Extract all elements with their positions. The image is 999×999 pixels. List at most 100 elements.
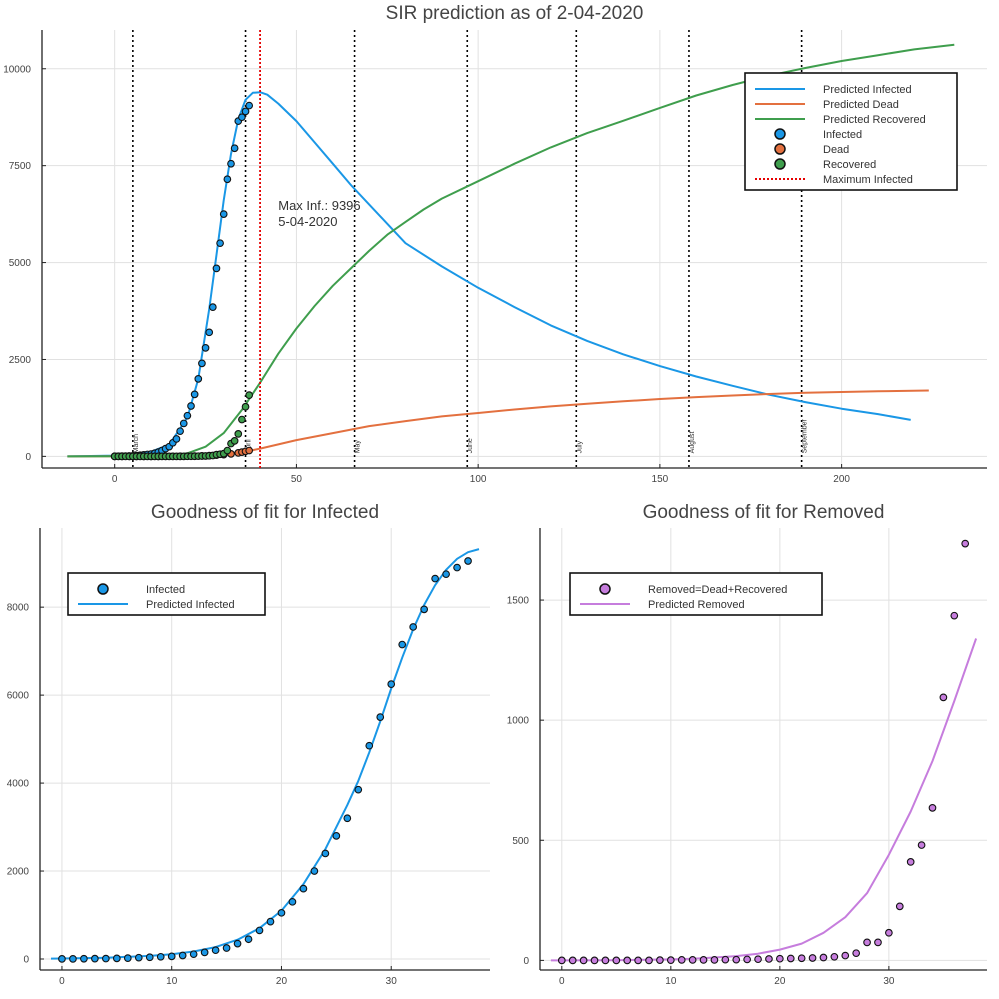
max-infected-date: 5-04-2020 [278, 214, 337, 229]
data-point [677, 956, 686, 964]
chart-title: Goodness of fit for Infected [151, 502, 379, 523]
data-point [310, 867, 319, 875]
data-point [808, 954, 817, 962]
data-point [710, 956, 719, 964]
x-tick-label: 0 [59, 976, 65, 987]
data-point [442, 570, 450, 579]
data-point [387, 680, 396, 688]
data-point [219, 210, 228, 218]
y-tick-label: 0 [23, 955, 29, 966]
y-tick-label: 5000 [9, 258, 32, 269]
data-point [623, 956, 632, 965]
data-point [590, 956, 599, 965]
data-point [841, 951, 850, 960]
data-point [216, 239, 224, 248]
data-point [754, 955, 762, 964]
legend: Predicted Infected Predicted Dead Predicte… [744, 72, 958, 191]
data-point [69, 955, 77, 963]
data-point [212, 264, 221, 273]
x-tick-label: 30 [883, 976, 895, 987]
month-label: June [467, 438, 474, 453]
legend-label: Maximum Infected [823, 174, 913, 186]
data-point [200, 948, 209, 957]
x-tick-label: 150 [652, 474, 669, 485]
data-point [102, 954, 110, 963]
legend: Removed=Dead+Recovered Predicted Removed [569, 572, 823, 616]
data-point [376, 713, 385, 721]
y-tick-label: 500 [512, 836, 529, 847]
data-point [80, 954, 88, 963]
data-point [244, 935, 253, 944]
data-point [557, 956, 566, 965]
y-tick-label: 0 [523, 956, 529, 967]
series-points-0 [557, 539, 970, 965]
data-point [238, 415, 246, 424]
x-tick-label: 50 [291, 474, 303, 485]
data-point [238, 113, 246, 122]
chart-title: SIR prediction as of 2-04-2020 [386, 3, 644, 24]
data-point [743, 955, 751, 964]
data-point [332, 832, 341, 840]
y-tick-label: 1500 [507, 596, 530, 607]
data-point [579, 956, 588, 965]
legend-label: Recovered [823, 159, 876, 171]
y-tick-label: 6000 [7, 691, 30, 702]
data-point [189, 950, 198, 959]
data-point [819, 953, 828, 962]
data-point [420, 605, 428, 614]
x-tick-label: 100 [470, 474, 487, 485]
legend-swatch-marker [599, 583, 611, 595]
y-tick-label: 2000 [7, 867, 30, 878]
legend-label: Infected [146, 584, 185, 596]
data-point [299, 884, 308, 893]
data-point [688, 956, 697, 964]
y-tick-label: 7500 [9, 161, 32, 172]
data-point [167, 952, 176, 961]
data-point [656, 956, 664, 965]
data-point [245, 101, 254, 110]
data-point [645, 956, 653, 965]
data-point [398, 640, 407, 649]
data-point [223, 446, 232, 455]
legend-label: Infected [823, 129, 862, 141]
data-point [732, 955, 741, 964]
month-label: April [246, 439, 253, 453]
data-point [112, 954, 121, 963]
data-point [266, 917, 275, 926]
data-point [288, 897, 297, 906]
month-label: August [689, 432, 696, 454]
data-point [431, 574, 439, 583]
data-point [863, 938, 871, 947]
legend-box [569, 572, 823, 616]
data-point [234, 430, 243, 438]
data-point [852, 949, 861, 958]
data-point [201, 343, 210, 352]
data-point [601, 956, 610, 965]
data-point [208, 303, 217, 311]
data-point [786, 954, 795, 963]
data-point [230, 144, 239, 153]
legend-label: Predicted Removed [648, 599, 745, 611]
data-point [950, 611, 959, 620]
y-tick-label: 10000 [3, 64, 31, 75]
y-tick-label: 4000 [7, 779, 30, 790]
data-point [245, 446, 254, 455]
data-point [797, 954, 806, 963]
data-point [453, 563, 461, 572]
data-point [187, 402, 195, 410]
legend-label: Predicted Recovered [823, 114, 926, 126]
legend-label: Predicted Infected [146, 599, 235, 611]
data-point [568, 956, 577, 965]
y-tick-label: 2500 [9, 355, 32, 366]
legend-swatch-marker [97, 583, 109, 595]
data-point [464, 557, 472, 565]
legend-swatch-marker [774, 143, 786, 155]
series-line-1 [550, 638, 978, 962]
legend-swatch-marker [774, 128, 786, 140]
legend-swatch-marker [774, 158, 786, 170]
data-point [194, 374, 203, 383]
x-tick-label: 10 [166, 976, 178, 987]
series-line-0 [67, 91, 911, 458]
data-point [178, 951, 187, 960]
series-line-1 [67, 389, 929, 458]
